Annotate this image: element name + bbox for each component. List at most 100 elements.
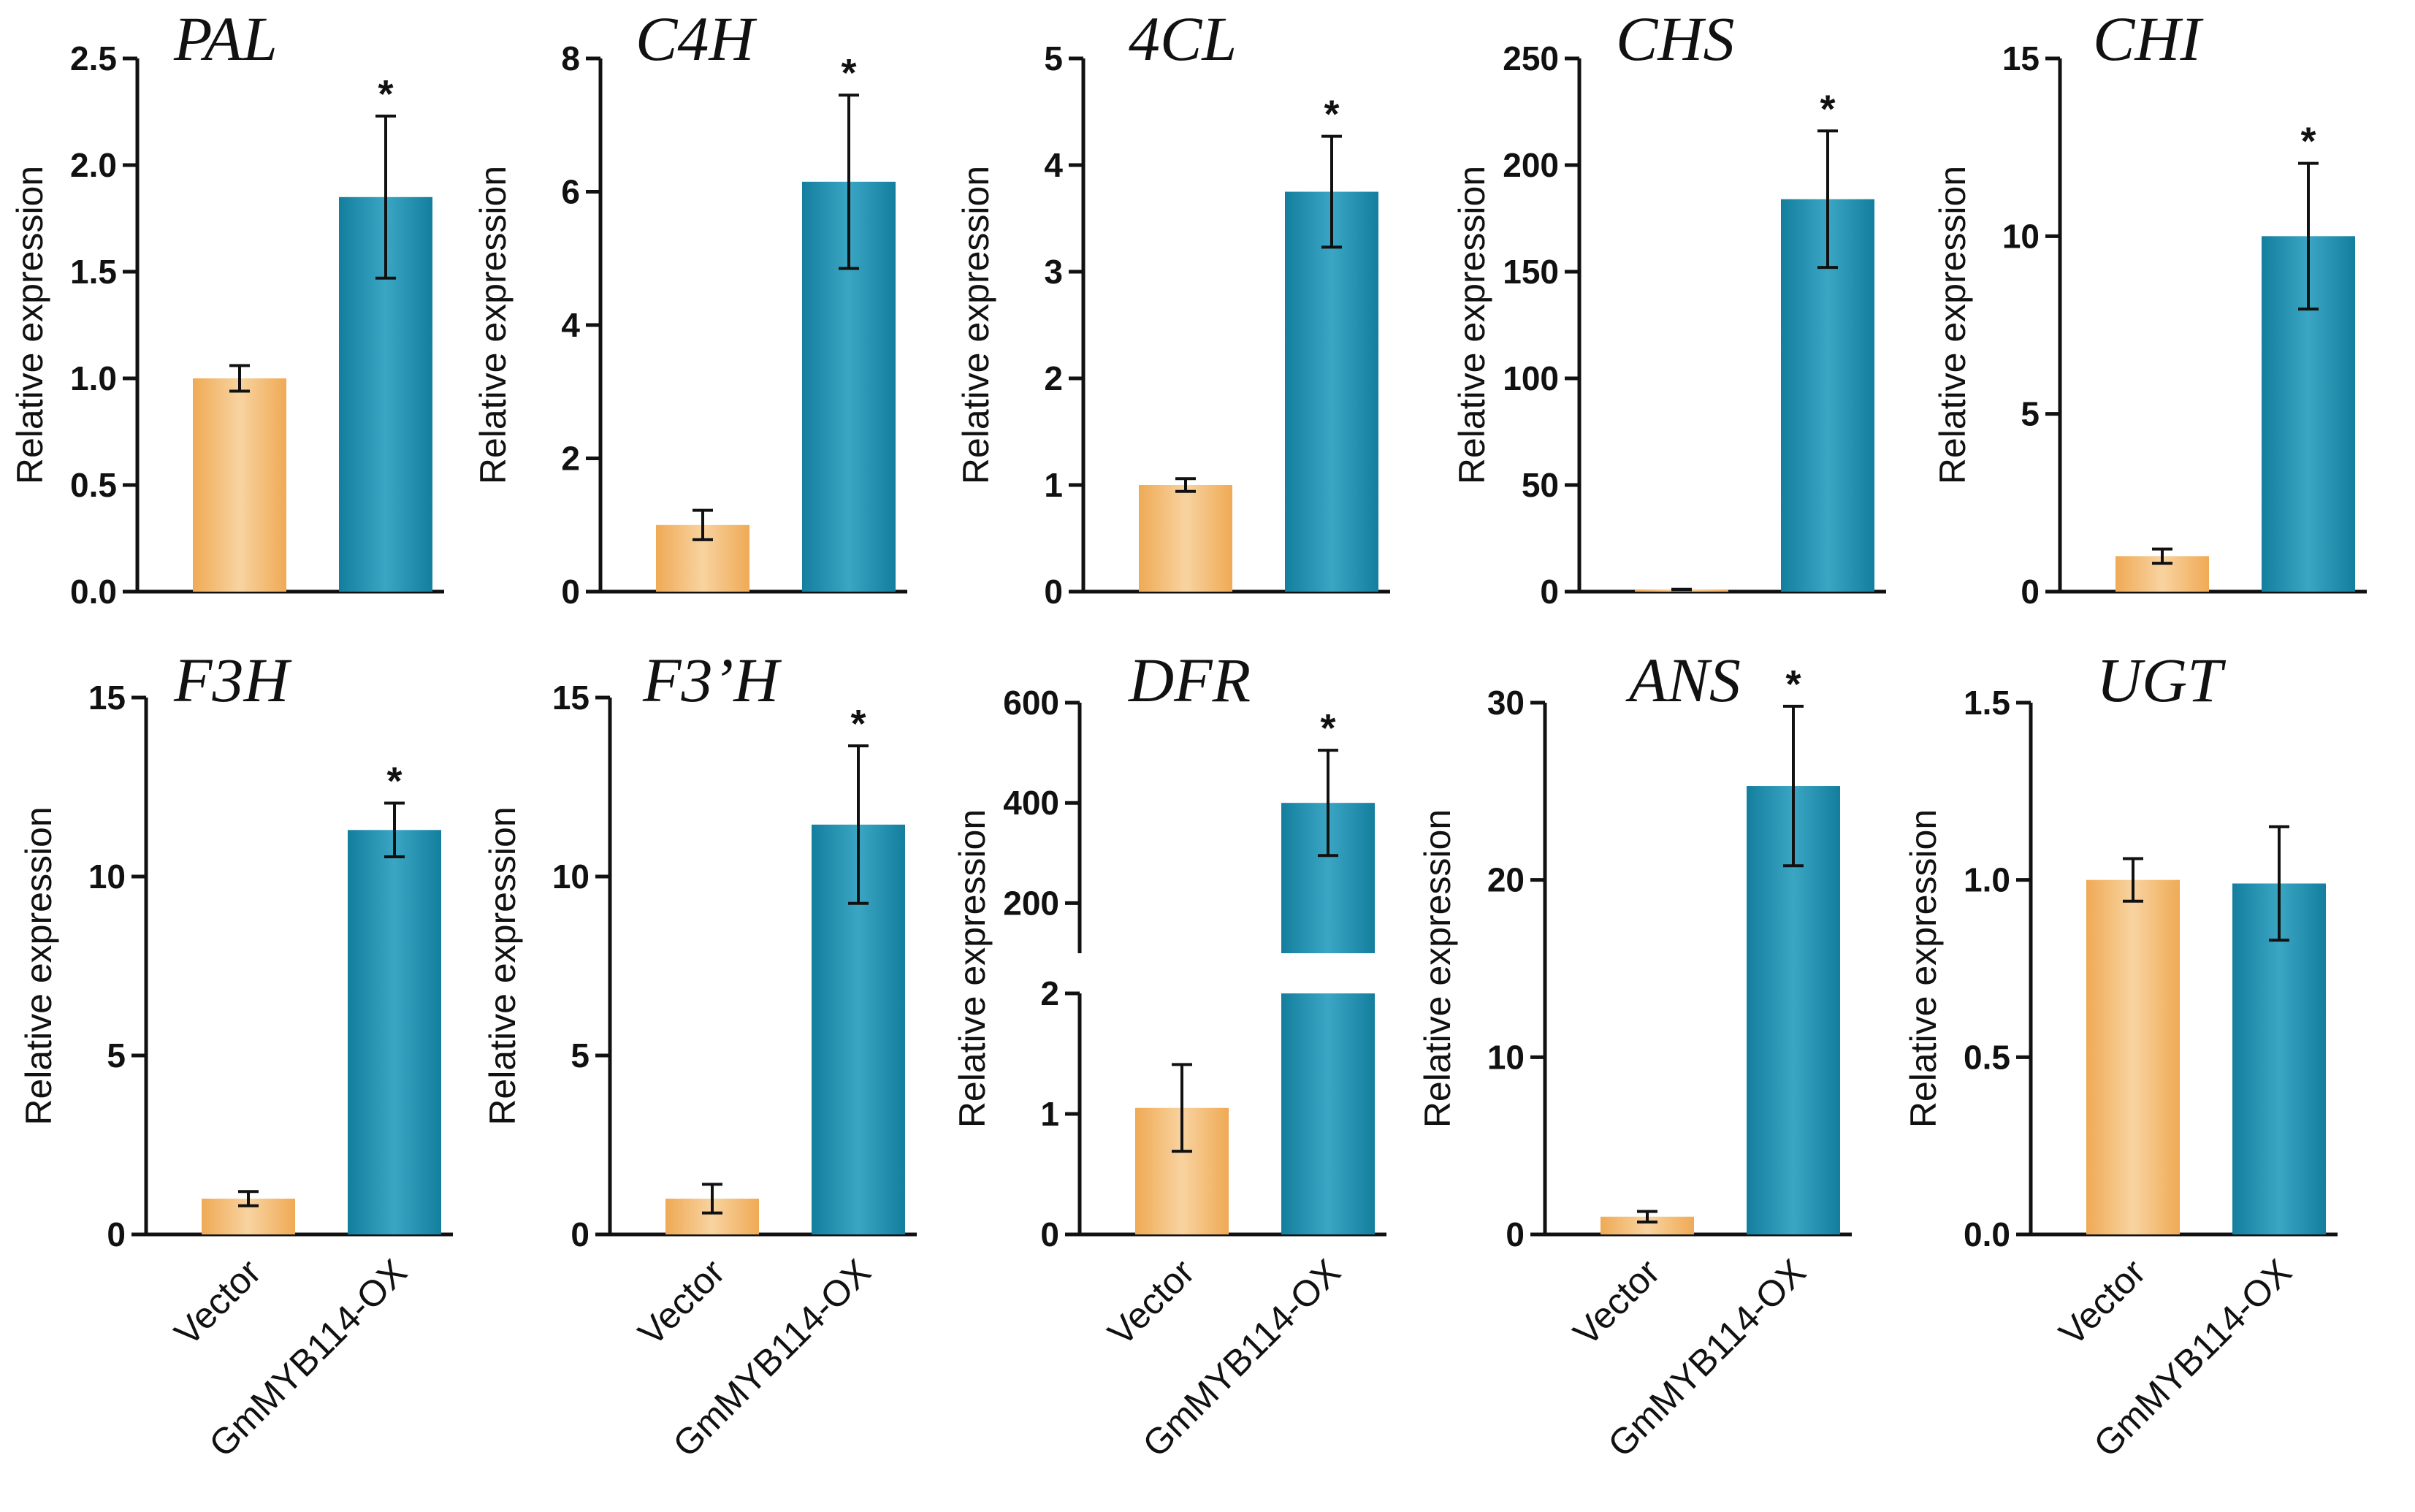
bar-gmmyb114-ox — [348, 830, 441, 1234]
y-tick-label: 10 — [552, 858, 590, 896]
y-tick-label: 4 — [561, 306, 580, 344]
y-tick-label: 600 — [1003, 684, 1059, 722]
error-bar — [2269, 825, 2289, 942]
y-tick-label: 0.5 — [1964, 1038, 2010, 1076]
error-bar — [384, 801, 405, 859]
error-bar — [702, 1183, 722, 1215]
y-tick-label: 5 — [1044, 39, 1063, 77]
y-tick-label: 15 — [88, 679, 126, 717]
chart-panel-5: 0 5 10 15 * Relative expression CHI — [1932, 4, 2367, 611]
y-tick-label: 1.0 — [70, 359, 117, 397]
y-tick-label: 5 — [2021, 395, 2040, 433]
x-category-label: Vector — [1565, 1251, 1668, 1353]
y-tick-label: 1.0 — [1964, 861, 2010, 899]
chart-title: ANS — [1625, 645, 1741, 715]
chart-title: PAL — [173, 4, 278, 74]
y-tick-label: 10 — [2002, 217, 2040, 255]
y-axis-label: Relative expression — [9, 166, 50, 484]
y-tick-label: 2.0 — [70, 146, 117, 184]
y-axis-label: Relative expression — [1451, 166, 1492, 484]
y-tick-label: 5 — [107, 1036, 126, 1074]
y-tick-label: 30 — [1487, 684, 1525, 722]
significance-star: * — [2300, 120, 2316, 164]
error-bar — [839, 93, 859, 270]
bar-gmmyb114-ox — [2232, 883, 2326, 1234]
y-axis-label: Relative expression — [952, 809, 993, 1128]
y-axis-label: Relative expression — [473, 166, 514, 484]
chart-panel-1: 0.0 0.5 1.0 1.5 2.0 2.5 * Relative expression PA… — [9, 4, 444, 611]
bar-vector — [2086, 879, 2180, 1234]
y-tick-label: 200 — [1503, 146, 1559, 184]
error-bar — [1318, 749, 1338, 858]
y-axis-label: Relative expression — [18, 806, 59, 1125]
y-tick-label: 0 — [1540, 573, 1559, 611]
bar-gmmyb114-ox — [1285, 191, 1378, 592]
y-tick-label: 15 — [552, 679, 590, 717]
y-tick-label: 0.0 — [70, 573, 117, 611]
chart-title: CHS — [1616, 4, 1734, 74]
y-tick-label: 3 — [1044, 253, 1063, 291]
y-tick-label: 1 — [1040, 1095, 1059, 1133]
error-bar — [1175, 477, 1196, 493]
y-tick-label: 0.0 — [1964, 1215, 2010, 1253]
y-tick-label: 2 — [1040, 974, 1059, 1012]
error-bar — [1321, 134, 1342, 249]
x-category-label: Vector — [1100, 1251, 1202, 1353]
significance-star: * — [1320, 706, 1335, 750]
x-category-label: Vector — [167, 1251, 269, 1353]
significance-star: * — [378, 72, 393, 116]
chart-panel-10: 0.0 0.5 1.0 1.5 Relative expression UGT Vector… — [1903, 645, 2338, 1465]
bar-vector — [1139, 485, 1232, 592]
significance-star: * — [1324, 93, 1339, 137]
y-tick-label: 0 — [1040, 1215, 1059, 1253]
y-tick-label: 4 — [1044, 146, 1063, 184]
y-tick-label: 10 — [88, 858, 126, 896]
y-tick-label: 8 — [561, 39, 580, 77]
y-axis-label: Relative expression — [1417, 809, 1458, 1128]
y-tick-label: 15 — [2002, 39, 2040, 77]
y-tick-label: 100 — [1503, 359, 1559, 397]
error-bar — [1783, 704, 1804, 868]
error-bar — [238, 1190, 259, 1207]
chart-title: F3H — [173, 645, 292, 715]
x-category-label: Vector — [630, 1251, 733, 1353]
y-tick-label: 200 — [1003, 884, 1059, 922]
chart-panel-4: 0 50 100 150 200 250 * Relative expression CHS — [1451, 4, 1886, 611]
y-tick-label: 1.5 — [1964, 684, 2010, 722]
y-tick-label: 1 — [1044, 466, 1063, 504]
y-tick-label: 0 — [561, 573, 580, 611]
y-tick-label: 0 — [1506, 1215, 1525, 1253]
y-tick-label: 0 — [2021, 573, 2040, 611]
y-tick-label: 0 — [571, 1215, 590, 1253]
chart-title: UGT — [2097, 645, 2226, 715]
y-tick-label: 10 — [1487, 1038, 1525, 1076]
y-tick-label: 250 — [1503, 39, 1559, 77]
y-tick-label: 150 — [1503, 253, 1559, 291]
y-tick-label: 2.5 — [70, 39, 117, 77]
error-bar — [229, 364, 250, 393]
error-bar — [1637, 1210, 1657, 1224]
y-tick-label: 2 — [561, 440, 580, 478]
y-tick-label: 1.5 — [70, 253, 117, 291]
chart-title: C4H — [636, 4, 757, 74]
chart-panel-3: 0 1 2 3 4 5 * Relative expression 4CL — [955, 4, 1390, 611]
chart-title: CHI — [2093, 4, 2203, 74]
error-bar — [2298, 161, 2319, 311]
y-tick-label: 5 — [571, 1036, 590, 1074]
significance-star: * — [1785, 663, 1801, 706]
significance-star: * — [841, 51, 856, 95]
y-axis-label: Relative expression — [482, 806, 523, 1125]
y-tick-label: 0 — [1044, 573, 1063, 611]
significance-star: * — [386, 760, 402, 803]
chart-title: 4CL — [1129, 4, 1237, 74]
y-axis-label: Relative expression — [1932, 166, 1973, 484]
significance-star: * — [1820, 87, 1835, 131]
chart-panel-8: 0 1 2 200 400 600 * Relative expression DFR Vecto… — [952, 645, 1386, 1465]
error-bar — [2123, 857, 2143, 903]
error-bar — [2152, 547, 2172, 565]
y-axis-label: Relative expression — [1903, 809, 1944, 1128]
y-tick-label: 50 — [1522, 466, 1559, 504]
